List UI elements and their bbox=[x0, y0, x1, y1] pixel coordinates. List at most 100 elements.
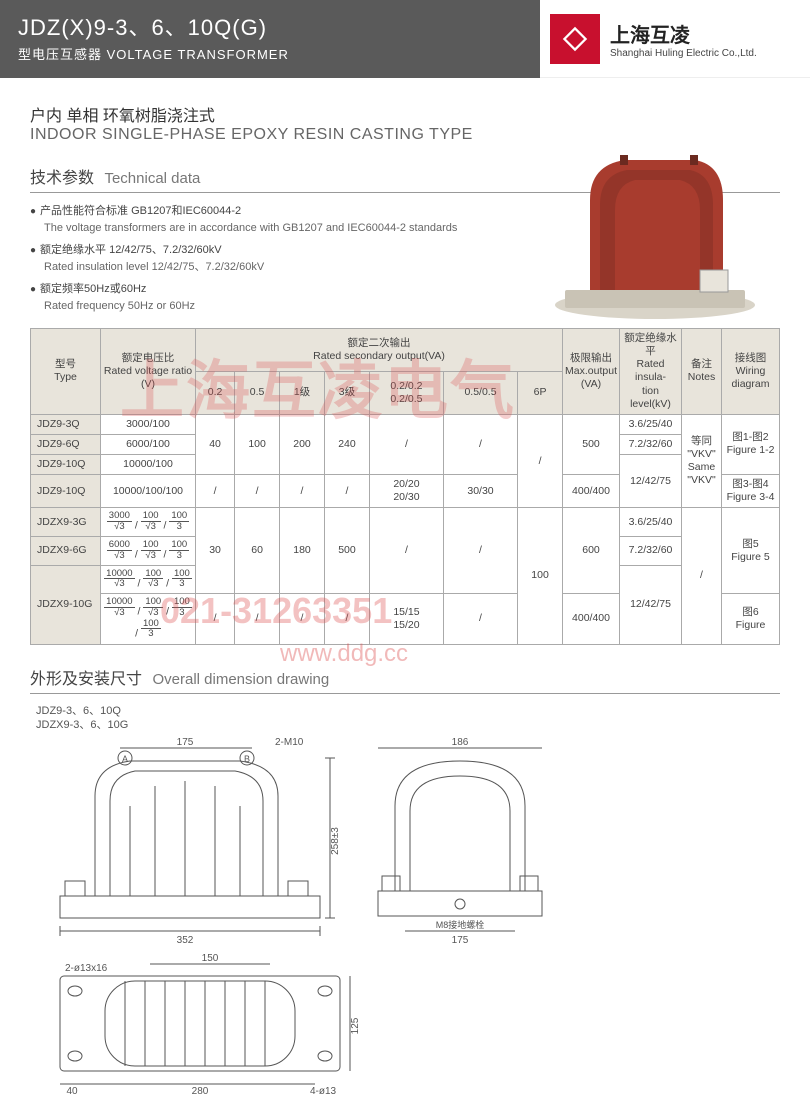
cell-ratio-5: 6000√3 / 100√3 / 1003 bbox=[101, 537, 196, 566]
cell-type-4: JDZX9-3G bbox=[31, 508, 101, 537]
th-ratio-en: Rated voltage ratio bbox=[104, 365, 192, 377]
cell-r3-s1: / bbox=[235, 475, 280, 508]
tech-data-en: Technical data bbox=[104, 170, 200, 187]
cell-type-1: JDZ9-6Q bbox=[31, 434, 101, 454]
cell-type-6: JDZX9-10G bbox=[31, 565, 101, 644]
cell-g1-s3: 240 bbox=[324, 414, 369, 474]
th-type-en: Type bbox=[54, 371, 77, 383]
dim-top-h: 125 bbox=[350, 1017, 361, 1034]
th-sec-6: 6P bbox=[518, 371, 563, 414]
cell-g2-s4: / bbox=[369, 508, 443, 594]
cell-g1-s1: 100 bbox=[235, 414, 280, 474]
cell-r3-s3: / bbox=[324, 475, 369, 508]
cell-ratio-7: 10000√3 / 100√3 / 1003 / 1003 bbox=[101, 594, 196, 644]
dim-side-note: M8接地螺栓 bbox=[436, 919, 485, 930]
cell-g1-wire: 图1-图2 Figure 1-2 bbox=[722, 414, 780, 474]
cell-g1-s0: 40 bbox=[196, 414, 235, 474]
dim-label-0: JDZ9-3、6、10Q bbox=[36, 704, 780, 718]
tech-data-cn: 技术参数 bbox=[30, 170, 94, 187]
th-ratio-cn: 额定电压比 bbox=[122, 352, 175, 364]
th-sec-3: 3级 bbox=[324, 371, 369, 414]
dim-front-w: 352 bbox=[177, 935, 194, 946]
th-max-en: Max.output bbox=[565, 365, 617, 377]
spec-table: 型号Type 额定电压比Rated voltage ratio(V) 额定二次输… bbox=[30, 328, 780, 645]
dim-side-inner: 175 bbox=[452, 935, 469, 946]
dim-front-bolt: 2-M10 bbox=[275, 737, 304, 748]
cell-g1-s5: / bbox=[443, 414, 517, 474]
cell-g1-s4: / bbox=[369, 414, 443, 474]
cell-r7-s2: / bbox=[280, 594, 325, 644]
header-bar: JDZ(X)9-3、6、10Q(G) 型电压互感器 VOLTAGE TRANSF… bbox=[0, 0, 810, 78]
cell-g2-s2: 180 bbox=[280, 508, 325, 594]
th-ins-en: Rated insula- tion level(kV) bbox=[630, 358, 671, 409]
cell-g1-s2: 200 bbox=[280, 414, 325, 474]
drawing-top: 280 125 40 150 2-ø13x16 4-ø13 bbox=[30, 946, 370, 1096]
th-wire-cn: 接线图 bbox=[735, 352, 767, 364]
cell-r7-s0: / bbox=[196, 594, 235, 644]
cell-ins-5: 7.2/32/60 bbox=[620, 537, 682, 566]
product-model-title: JDZ(X)9-3、6、10Q(G) bbox=[18, 10, 522, 42]
dim-head-cn: 外形及安装尺寸 bbox=[30, 671, 142, 688]
cell-ins-0: 3.6/25/40 bbox=[620, 414, 682, 434]
cell-r3-s4: 20/20 20/30 bbox=[369, 475, 443, 508]
cell-g2-s5: / bbox=[443, 508, 517, 594]
cell-g1-notes: 等同 "VKV" Same "VKV" bbox=[682, 414, 722, 508]
cell-ratio-6: 10000√3 / 100√3 / 1003 bbox=[101, 565, 196, 594]
cell-type-3: JDZ9-10Q bbox=[31, 475, 101, 508]
th-type-cn: 型号 bbox=[55, 358, 76, 370]
cell-r3-s0: / bbox=[196, 475, 235, 508]
cell-ratio-0: 3000/100 bbox=[101, 414, 196, 434]
cell-g2-wire: 图5 Figure 5 bbox=[722, 508, 780, 594]
cell-ins-6: 12/42/75 bbox=[620, 565, 682, 644]
company-name-cn: 上海互凌 bbox=[610, 19, 757, 48]
dim-head-en: Overall dimension drawing bbox=[152, 671, 329, 688]
dim-label-1: JDZX9-3、6、10G bbox=[36, 718, 780, 732]
cell-g1-max: 500 bbox=[563, 414, 620, 474]
cell-type-5: JDZX9-6G bbox=[31, 537, 101, 566]
cell-r7-s1: / bbox=[235, 594, 280, 644]
dim-top-innerw: 150 bbox=[202, 953, 219, 964]
cell-ratio-4: 3000√3 / 100√3 / 1003 bbox=[101, 508, 196, 537]
th-sec-2: 1级 bbox=[280, 371, 325, 414]
th-ins-cn: 额定绝缘水平 bbox=[624, 332, 677, 357]
cell-g2-s3: 500 bbox=[324, 508, 369, 594]
product-photo bbox=[545, 130, 765, 330]
logo-icon bbox=[550, 14, 600, 64]
dim-labelB: B bbox=[244, 754, 250, 764]
dim-model-labels: JDZ9-3、6、10Q JDZX9-3、6、10G bbox=[36, 704, 780, 733]
drawing-side: 186 175 M8接地螺栓 bbox=[360, 736, 560, 946]
cell-r3-max: 400/400 bbox=[563, 475, 620, 508]
cell-r7-s4: 15/15 15/20 bbox=[369, 594, 443, 644]
th-notes-en: Notes bbox=[688, 371, 715, 383]
dim-top-offset: 40 bbox=[66, 1086, 78, 1096]
cell-g2-notes: / bbox=[682, 508, 722, 644]
section-dimensions: 外形及安装尺寸 Overall dimension drawing bbox=[30, 665, 780, 694]
cell-type-2: JDZ9-10Q bbox=[31, 455, 101, 475]
th-ratio-unit: (V) bbox=[141, 378, 155, 390]
drawing-front: 352 258±3 175 2-M10 A B bbox=[30, 736, 340, 946]
dimension-drawings: 352 258±3 175 2-M10 A B 186 bbox=[30, 736, 780, 946]
cell-r3-wire: 图3-图4 Figure 3-4 bbox=[722, 475, 780, 508]
cell-type-0: JDZ9-3Q bbox=[31, 414, 101, 434]
dim-labelA: A bbox=[122, 754, 128, 764]
th-sec-en: Rated secondary output(VA) bbox=[313, 350, 445, 362]
dim-front-h: 258±3 bbox=[330, 827, 340, 855]
dim-top-holes: 4-ø13 bbox=[310, 1086, 337, 1096]
cell-ratio-1: 6000/100 bbox=[101, 434, 196, 454]
th-sec-cn: 额定二次输出 bbox=[348, 337, 411, 349]
cell-g2-s1: 60 bbox=[235, 508, 280, 594]
cell-r7-s3: / bbox=[324, 594, 369, 644]
th-sec-1: 0.5 bbox=[235, 371, 280, 414]
dim-side-w: 186 bbox=[452, 737, 469, 748]
cell-r7-max: 400/400 bbox=[563, 594, 620, 644]
cell-r7-wire: 图6 Figure bbox=[722, 594, 780, 644]
dim-top-slot: 2-ø13x16 bbox=[65, 963, 108, 974]
cell-g2-s0: 30 bbox=[196, 508, 235, 594]
th-sec-5: 0.5/0.5 bbox=[443, 371, 517, 414]
cell-ins-1: 7.2/32/60 bbox=[620, 434, 682, 454]
cell-ratio-2: 10000/100 bbox=[101, 455, 196, 475]
dim-front-top: 175 bbox=[177, 737, 194, 748]
cell-r3-s2: / bbox=[280, 475, 325, 508]
header-left: JDZ(X)9-3、6、10Q(G) 型电压互感器 VOLTAGE TRANSF… bbox=[0, 0, 540, 78]
th-max-cn: 极限输出 bbox=[570, 352, 612, 364]
